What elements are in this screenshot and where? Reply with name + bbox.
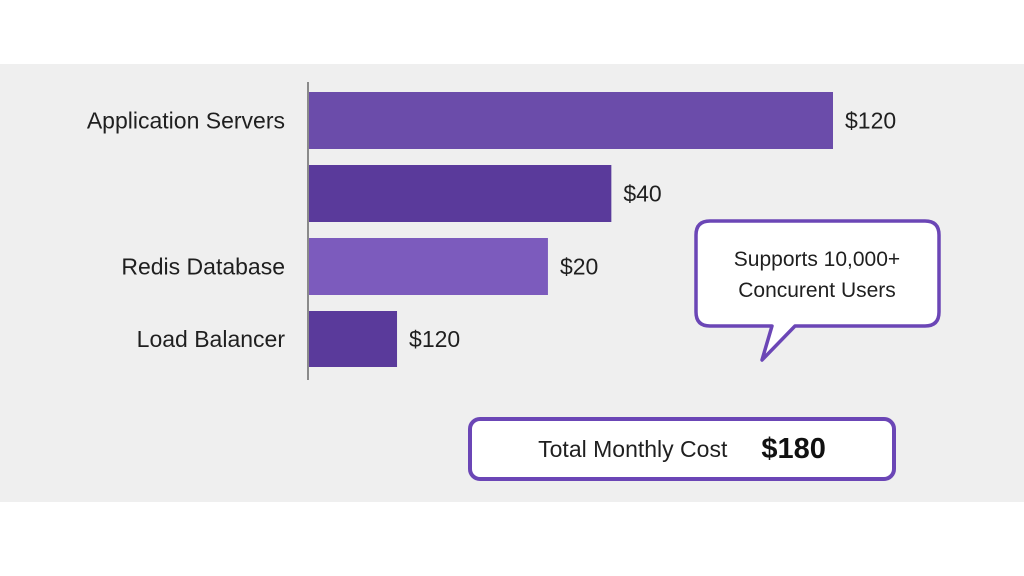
category-label-3: Load Balancer (137, 326, 286, 352)
value-label-0: $120 (845, 108, 896, 134)
bar-2 (309, 238, 548, 295)
value-label-3: $120 (409, 326, 460, 352)
category-label-2: Redis Database (121, 254, 285, 280)
value-label-1: $40 (623, 181, 661, 207)
callout-line-2: Concurent Users (738, 279, 896, 302)
total-cost-label: Total Monthly Cost (538, 435, 728, 462)
total-cost-value: $180 (761, 432, 826, 465)
value-label-2: $20 (560, 254, 598, 280)
bar-1 (309, 165, 612, 222)
total-cost-box: Total Monthly Cost $180 (468, 417, 896, 481)
bars-group: $120 Application Servers $40 $20 Redis Datab… (87, 92, 896, 367)
callout-shape (694, 219, 941, 362)
callout-line-1: Supports 10,000+ (734, 248, 900, 271)
category-label-0: Application Servers (87, 108, 285, 134)
bar-0 (309, 92, 833, 149)
bar-3 (309, 311, 398, 367)
